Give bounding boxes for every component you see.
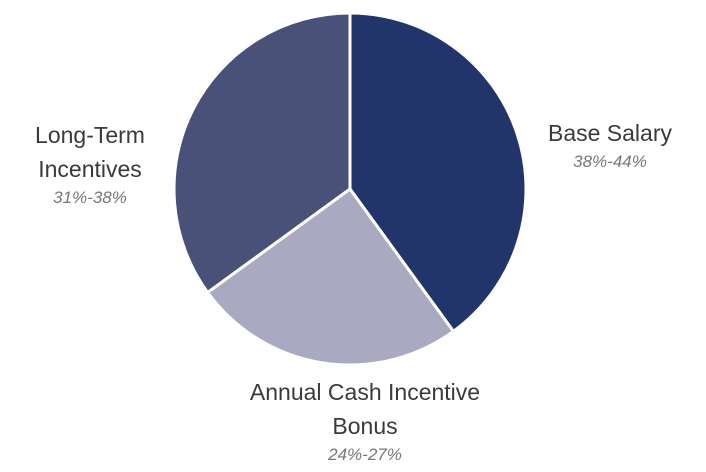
value-label: 24%-27%	[328, 445, 402, 464]
category-label: Base Salary	[547, 120, 672, 146]
category-label: Annual Cash Incentive Bonus	[249, 379, 481, 439]
value-label: 31%-38%	[53, 188, 127, 207]
slice-label: Annual Cash Incentive Bonus 24%-27%	[235, 375, 495, 467]
slice-label: Long-Term Incentives 31%-38%	[0, 118, 180, 210]
pie-slice	[348, 11, 528, 333]
slice-label: Base Salary 38%-44%	[520, 116, 700, 174]
category-label: Long-Term Incentives	[35, 122, 145, 182]
value-label: 38%-44%	[573, 152, 647, 171]
pie-slice	[206, 187, 455, 367]
pie-slice	[172, 11, 352, 294]
